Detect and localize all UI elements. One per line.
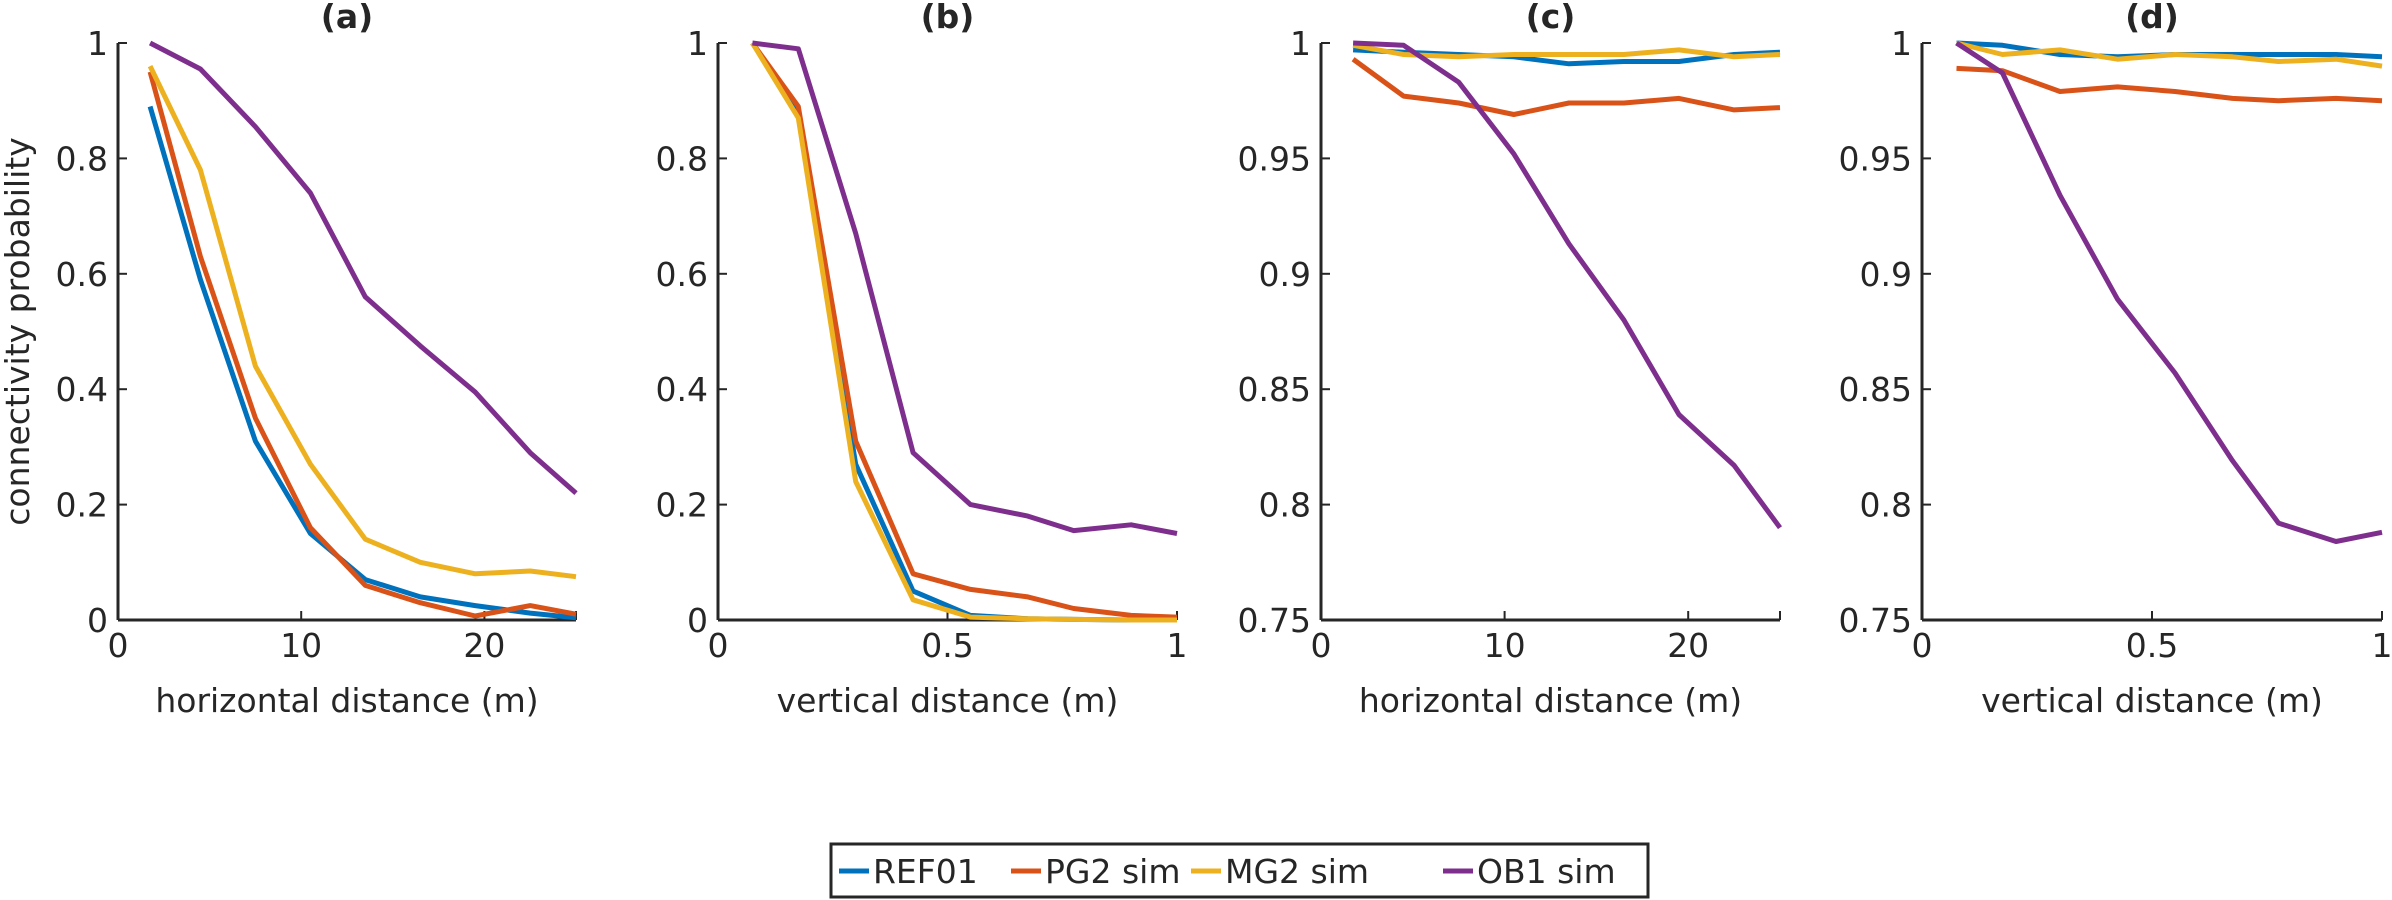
y-tick-label: 0 xyxy=(687,601,708,640)
panel-d: 0 0.5 1 0.75 0.8 0.85 0.9 0.95 1 (d) vertical dist… xyxy=(1839,0,2392,720)
y-tick-label: 0.85 xyxy=(1839,370,1912,409)
legend-box xyxy=(829,842,1650,899)
series-line-pg2-sim xyxy=(750,41,1178,620)
y-tick-label: 0 xyxy=(87,601,108,640)
y-tick-label: 0.6 xyxy=(656,255,708,294)
y-tick-label: 0.6 xyxy=(56,255,108,294)
x-tick-label: 20 xyxy=(1667,626,1709,665)
y-tick-label: 0.8 xyxy=(1259,486,1311,525)
series-line-pg2-sim xyxy=(1351,57,1781,117)
y-tick-label: 0.85 xyxy=(1238,370,1311,409)
panel-title: (c) xyxy=(1526,0,1576,36)
panel-c: 0 10 20 0.75 0.8 0.85 0.9 0.95 1 (c) horizontal di… xyxy=(1238,0,1783,720)
x-tick-label: 0.5 xyxy=(2126,626,2178,665)
x-tick-label: 0 xyxy=(708,626,729,665)
y-tick-label: 0.95 xyxy=(1238,139,1311,178)
x-axis-label: horizontal distance (m) xyxy=(155,681,538,720)
legend-label: PG2 sim xyxy=(1045,852,1180,891)
x-tick-label: 1 xyxy=(1167,626,1188,665)
y-axis-label: connectivity probability xyxy=(0,137,37,525)
y-tick-label: 0.9 xyxy=(1259,255,1311,294)
legend-label: MG2 sim xyxy=(1225,852,1369,891)
y-tick-label: 0.8 xyxy=(656,139,708,178)
y-tick-label: 0.75 xyxy=(1839,601,1912,640)
series-line-pg2-sim xyxy=(1956,65,2383,104)
y-tick-label: 0.95 xyxy=(1839,139,1912,178)
panel-b: 0 0.5 1 0 0.2 0.4 0.6 0.8 1 (b) vertical distance … xyxy=(656,0,1188,720)
x-tick-label: 10 xyxy=(1484,626,1526,665)
y-tick-label: 0.75 xyxy=(1238,601,1311,640)
y-tick-label: 0.4 xyxy=(656,370,708,409)
x-tick-label: 1 xyxy=(2372,626,2392,665)
panel-title: (b) xyxy=(921,0,975,36)
series-line-ob1-sim xyxy=(1955,40,2383,544)
panel-a: 0 10 20 0 0.2 0.4 0.6 0.8 1 (a) horizontal distanc… xyxy=(0,0,578,720)
y-tick-label: 0.9 xyxy=(1860,255,1912,294)
series-line-ref01 xyxy=(147,105,577,621)
y-tick-label: 1 xyxy=(87,24,108,63)
series-line-ob1-sim xyxy=(1352,40,1783,530)
series-line-ob1-sim xyxy=(752,40,1178,536)
x-axis-label: vertical distance (m) xyxy=(1981,681,2323,720)
series-line-mg2-sim xyxy=(147,65,577,580)
x-tick-label: 20 xyxy=(463,626,505,665)
y-tick-label: 0.8 xyxy=(56,139,108,178)
legend-label: OB1 sim xyxy=(1477,852,1616,891)
x-tick-label: 0 xyxy=(1912,626,1933,665)
series-line-mg2-sim xyxy=(750,41,1177,623)
series-line-pg2-sim xyxy=(147,71,577,619)
legend: REF01 PG2 sim MG2 sim OB1 sim xyxy=(829,842,1650,899)
x-axis-label: vertical distance (m) xyxy=(777,681,1119,720)
x-tick-label: 0.5 xyxy=(921,626,973,665)
series-line-ref01 xyxy=(750,41,1177,623)
y-tick-label: 0.4 xyxy=(56,370,108,409)
y-tick-label: 1 xyxy=(687,24,708,63)
y-tick-label: 1 xyxy=(1290,24,1311,63)
series-line-mg2-sim xyxy=(1955,40,2383,69)
x-tick-label: 0 xyxy=(108,626,129,665)
x-tick-label: 0 xyxy=(1311,626,1332,665)
legend-label: REF01 xyxy=(873,852,978,891)
y-tick-label: 0.2 xyxy=(56,486,108,525)
panel-title: (d) xyxy=(2125,0,2179,36)
y-tick-label: 0.2 xyxy=(656,486,708,525)
y-tick-label: 1 xyxy=(1891,24,1912,63)
series-line-ob1-sim xyxy=(148,40,578,495)
x-tick-label: 10 xyxy=(280,626,322,665)
panel-title: (a) xyxy=(321,0,373,36)
y-tick-label: 0.8 xyxy=(1860,486,1912,525)
x-axis-label: horizontal distance (m) xyxy=(1359,681,1742,720)
